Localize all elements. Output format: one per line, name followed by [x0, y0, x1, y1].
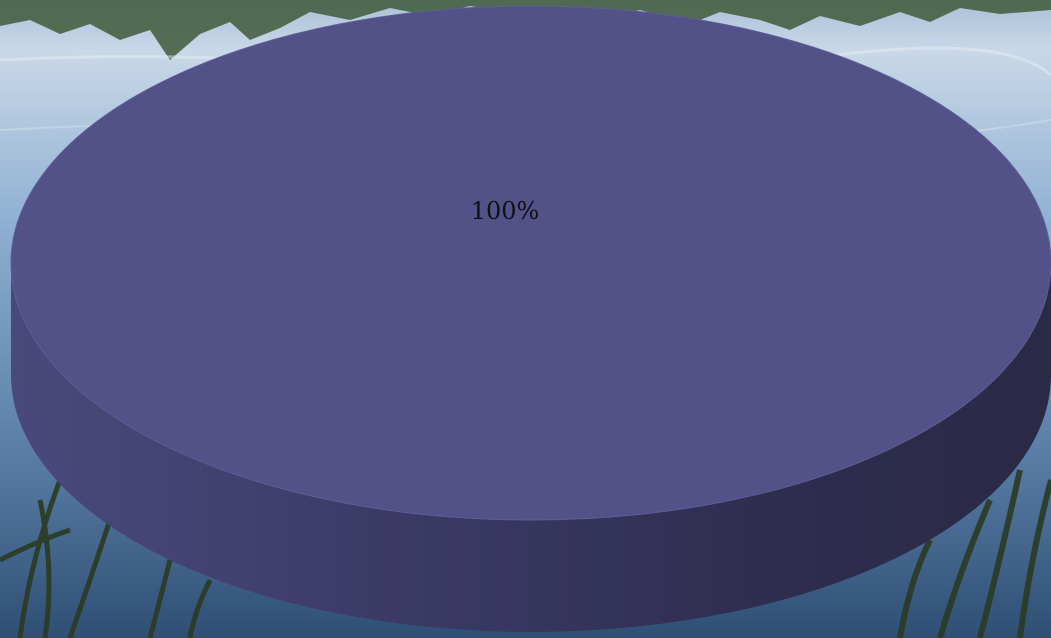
pie-slice	[10, 5, 1051, 521]
reeds-right	[897, 469, 1051, 638]
shoreline-trees	[0, 0, 1051, 60]
pie-slice-side	[11, 263, 1051, 632]
slice-data-label: 100%	[471, 197, 540, 225]
data-labels: 100%	[471, 197, 540, 225]
pie-3d	[10, 5, 1051, 632]
reeds-left	[0, 479, 213, 638]
